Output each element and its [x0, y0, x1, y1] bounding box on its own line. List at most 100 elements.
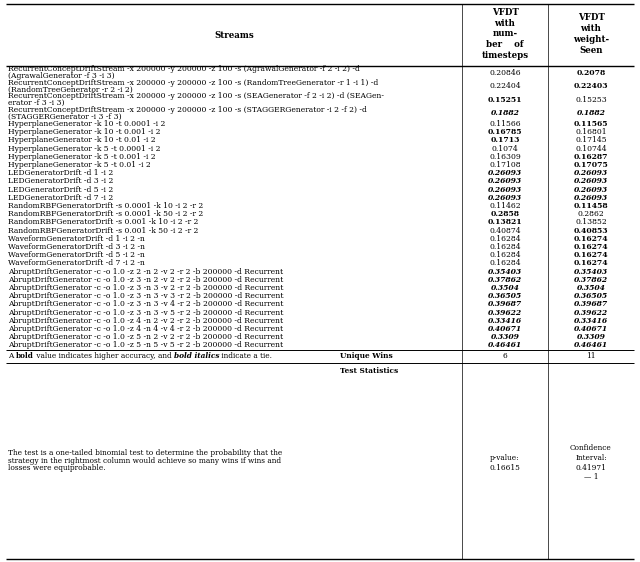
- Text: RandomRBFGeneratorDrift -s 0.001 -k 10 -i 2 -r 2: RandomRBFGeneratorDrift -s 0.001 -k 10 -…: [8, 219, 198, 226]
- Text: 0.13821: 0.13821: [488, 219, 522, 226]
- Text: 0.1074: 0.1074: [492, 144, 518, 153]
- Text: strategy in the rightmost column would achieve so many wins if wins and: strategy in the rightmost column would a…: [8, 457, 281, 465]
- Text: 0.16284: 0.16284: [489, 251, 521, 259]
- Text: HyperplaneGenerator -k 10 -t 0.01 -i 2: HyperplaneGenerator -k 10 -t 0.01 -i 2: [8, 137, 156, 144]
- Text: 0.26093: 0.26093: [488, 185, 522, 194]
- Text: 0.37862: 0.37862: [574, 276, 608, 284]
- Text: 0.22403: 0.22403: [573, 82, 608, 90]
- Text: 0.16309: 0.16309: [489, 153, 521, 161]
- Text: 0.11565: 0.11565: [573, 120, 608, 128]
- Text: Streams: Streams: [214, 30, 254, 39]
- Text: 0.11566: 0.11566: [489, 120, 521, 128]
- Text: WaveformGeneratorDrift -d 5 -i 2 -n: WaveformGeneratorDrift -d 5 -i 2 -n: [8, 251, 145, 259]
- Text: LEDGeneratorDrift -d 1 -i 2: LEDGeneratorDrift -d 1 -i 2: [8, 169, 113, 177]
- Text: 0.20846: 0.20846: [489, 69, 521, 77]
- Text: 0.26093: 0.26093: [574, 178, 608, 185]
- Text: 11: 11: [586, 352, 596, 360]
- Text: 0.2078: 0.2078: [577, 69, 605, 77]
- Text: 0.39687: 0.39687: [574, 301, 608, 309]
- Text: 0.16785: 0.16785: [488, 128, 522, 137]
- Text: 0.16801: 0.16801: [575, 128, 607, 137]
- Text: RandomRBFGeneratorDrift -s 0.001 -k 50 -i 2 -r 2: RandomRBFGeneratorDrift -s 0.001 -k 50 -…: [8, 226, 198, 235]
- Text: 0.10744: 0.10744: [575, 144, 607, 153]
- Text: 0.37862: 0.37862: [488, 276, 522, 284]
- Text: 0.15251: 0.15251: [488, 96, 522, 104]
- Text: (STAGGERGenerator -i 3 -f 3): (STAGGERGenerator -i 3 -f 3): [8, 112, 122, 121]
- Text: 0.35403: 0.35403: [574, 268, 608, 276]
- Text: HyperplaneGenerator -k 10 -t 0.0001 -i 2: HyperplaneGenerator -k 10 -t 0.0001 -i 2: [8, 120, 165, 128]
- Text: HyperplaneGenerator -k 5 -t 0.0001 -i 2: HyperplaneGenerator -k 5 -t 0.0001 -i 2: [8, 144, 161, 153]
- Text: RandomRBFGeneratorDrift -s 0.0001 -k 10 -i 2 -r 2: RandomRBFGeneratorDrift -s 0.0001 -k 10 …: [8, 202, 204, 210]
- Text: WaveformGeneratorDrift -d 3 -i 2 -n: WaveformGeneratorDrift -d 3 -i 2 -n: [8, 243, 145, 251]
- Text: 0.26093: 0.26093: [574, 194, 608, 202]
- Text: AbruptDriftGenerator -c -o 1.0 -z 3 -n 3 -v 2 -r 2 -b 200000 -d Recurrent: AbruptDriftGenerator -c -o 1.0 -z 3 -n 3…: [8, 284, 284, 292]
- Text: 0.3309: 0.3309: [577, 333, 605, 341]
- Text: 0.16274: 0.16274: [573, 235, 608, 243]
- Text: WaveformGeneratorDrift -d 7 -i 2 -n: WaveformGeneratorDrift -d 7 -i 2 -n: [8, 260, 145, 268]
- Text: HyperplaneGenerator -k 5 -t 0.01 -i 2: HyperplaneGenerator -k 5 -t 0.01 -i 2: [8, 161, 151, 169]
- Text: 0.1882: 0.1882: [577, 109, 605, 117]
- Text: AbruptDriftGenerator -c -o 1.0 -z 3 -n 3 -v 5 -r 2 -b 200000 -d Recurrent: AbruptDriftGenerator -c -o 1.0 -z 3 -n 3…: [8, 309, 284, 317]
- Text: 0.35403: 0.35403: [488, 268, 522, 276]
- Text: 0.16284: 0.16284: [489, 243, 521, 251]
- Text: 0.46461: 0.46461: [574, 342, 608, 350]
- Text: 0.26093: 0.26093: [488, 178, 522, 185]
- Text: 0.40874: 0.40874: [489, 226, 521, 235]
- Text: 0.2858: 0.2858: [490, 210, 520, 218]
- Text: 0.16274: 0.16274: [573, 251, 608, 259]
- Text: A: A: [8, 352, 16, 360]
- Text: RecurrentConceptDriftStream -x 200000 -y 200000 -z 100 -s (AgrawalGenerator -f 2: RecurrentConceptDriftStream -x 200000 -y…: [8, 65, 360, 74]
- Text: VFDT
with
num-
ber    of
timesteps: VFDT with num- ber of timesteps: [481, 8, 529, 60]
- Text: 0.40853: 0.40853: [573, 226, 608, 235]
- Text: 0.46461: 0.46461: [488, 342, 522, 350]
- Text: 0.3504: 0.3504: [491, 284, 520, 292]
- Text: 0.16274: 0.16274: [573, 243, 608, 251]
- Text: AbruptDriftGenerator -c -o 1.0 -z 2 -n 2 -v 2 -r 2 -b 200000 -d Recurrent: AbruptDriftGenerator -c -o 1.0 -z 2 -n 2…: [8, 268, 283, 276]
- Text: 0.40671: 0.40671: [574, 325, 608, 333]
- Text: 0.13852: 0.13852: [575, 219, 607, 226]
- Text: 0.26093: 0.26093: [488, 169, 522, 177]
- Text: AbruptDriftGenerator -c -o 1.0 -z 4 -n 2 -v 2 -r 2 -b 200000 -d Recurrent: AbruptDriftGenerator -c -o 1.0 -z 4 -n 2…: [8, 317, 283, 325]
- Text: 0.16274: 0.16274: [573, 260, 608, 268]
- Text: losses were equiprobable.: losses were equiprobable.: [8, 464, 106, 472]
- Text: erator -f 3 -i 3): erator -f 3 -i 3): [8, 99, 65, 107]
- Text: p-value:
0.16615: p-value: 0.16615: [490, 454, 520, 472]
- Text: bold: bold: [16, 352, 34, 360]
- Text: 0.40671: 0.40671: [488, 325, 522, 333]
- Text: The test is a one-tailed binomial test to determine the probability that the: The test is a one-tailed binomial test t…: [8, 449, 282, 457]
- Text: (AgrawalGenerator -f 3 -i 3): (AgrawalGenerator -f 3 -i 3): [8, 72, 115, 80]
- Text: (RandomTreeGenerator -r 2 -i 2): (RandomTreeGenerator -r 2 -i 2): [8, 85, 132, 94]
- Text: 0.17075: 0.17075: [573, 161, 609, 169]
- Text: 0.1882: 0.1882: [491, 109, 520, 117]
- Text: RecurrentConceptDriftStream -x 200000 -y 200000 -z 100 -s (RandomTreeGenerator -: RecurrentConceptDriftStream -x 200000 -y…: [8, 79, 378, 87]
- Text: LEDGeneratorDrift -d 3 -i 2: LEDGeneratorDrift -d 3 -i 2: [8, 178, 113, 185]
- Text: Unique Wins: Unique Wins: [340, 352, 393, 360]
- Text: RandomRBFGeneratorDrift -s 0.0001 -k 50 -i 2 -r 2: RandomRBFGeneratorDrift -s 0.0001 -k 50 …: [8, 210, 204, 218]
- Text: 6: 6: [502, 352, 508, 360]
- Text: 0.15253: 0.15253: [575, 96, 607, 104]
- Text: 0.3504: 0.3504: [577, 284, 605, 292]
- Text: Test Statistics: Test Statistics: [340, 366, 398, 375]
- Text: 0.11458: 0.11458: [573, 202, 608, 210]
- Text: 0.36505: 0.36505: [488, 292, 522, 300]
- Text: HyperplaneGenerator -k 10 -t 0.001 -i 2: HyperplaneGenerator -k 10 -t 0.001 -i 2: [8, 128, 161, 137]
- Text: AbruptDriftGenerator -c -o 1.0 -z 5 -n 2 -v 2 -r 2 -b 200000 -d Recurrent: AbruptDriftGenerator -c -o 1.0 -z 5 -n 2…: [8, 333, 283, 341]
- Text: LEDGeneratorDrift -d 7 -i 2: LEDGeneratorDrift -d 7 -i 2: [8, 194, 113, 202]
- Text: 0.17108: 0.17108: [489, 161, 521, 169]
- Text: indicate a tie.: indicate a tie.: [220, 352, 272, 360]
- Text: AbruptDriftGenerator -c -o 1.0 -z 3 -n 3 -v 4 -r 2 -b 200000 -d Recurrent: AbruptDriftGenerator -c -o 1.0 -z 3 -n 3…: [8, 301, 284, 309]
- Text: 0.26093: 0.26093: [488, 194, 522, 202]
- Text: 0.26093: 0.26093: [574, 185, 608, 194]
- Text: 0.16284: 0.16284: [489, 235, 521, 243]
- Text: AbruptDriftGenerator -c -o 1.0 -z 3 -n 3 -v 3 -r 2 -b 200000 -d Recurrent: AbruptDriftGenerator -c -o 1.0 -z 3 -n 3…: [8, 292, 284, 300]
- Text: value indicates higher accuracy, and: value indicates higher accuracy, and: [34, 352, 173, 360]
- Text: WaveformGeneratorDrift -d 1 -i 2 -n: WaveformGeneratorDrift -d 1 -i 2 -n: [8, 235, 145, 243]
- Text: AbruptDriftGenerator -c -o 1.0 -z 4 -n 4 -v 4 -r 2 -b 200000 -d Recurrent: AbruptDriftGenerator -c -o 1.0 -z 4 -n 4…: [8, 325, 283, 333]
- Text: 0.17145: 0.17145: [575, 137, 607, 144]
- Text: 0.33416: 0.33416: [488, 317, 522, 325]
- Text: 0.36505: 0.36505: [574, 292, 608, 300]
- Text: 0.11462: 0.11462: [489, 202, 521, 210]
- Text: RecurrentConceptDriftStream -x 200000 -y 200000 -z 100 -s (STAGGERGenerator -i 2: RecurrentConceptDriftStream -x 200000 -y…: [8, 106, 367, 114]
- Text: 0.33416: 0.33416: [574, 317, 608, 325]
- Text: AbruptDriftGenerator -c -o 1.0 -z 3 -n 2 -v 2 -r 2 -b 200000 -d Recurrent: AbruptDriftGenerator -c -o 1.0 -z 3 -n 2…: [8, 276, 284, 284]
